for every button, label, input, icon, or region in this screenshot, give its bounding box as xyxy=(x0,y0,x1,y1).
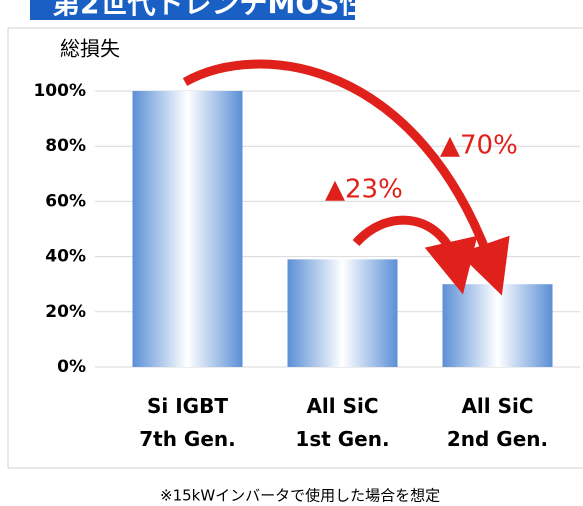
bar xyxy=(287,259,398,367)
y-axis-label: 総損失 xyxy=(60,37,120,61)
x-tick-line: All SiC xyxy=(461,394,533,418)
annotation: ▲70% xyxy=(440,131,518,161)
annotation: ▲23% xyxy=(325,175,403,205)
arrow xyxy=(182,59,510,296)
y-tick-label: 100% xyxy=(33,81,86,101)
x-tick-line: 1st Gen. xyxy=(295,427,389,451)
x-tick-line: All SiC xyxy=(306,394,378,418)
x-tick-label: All SiC 1st Gen. xyxy=(295,394,389,451)
x-tick-label: All SiC 2nd Gen. xyxy=(447,394,548,451)
y-tick-label: 20% xyxy=(45,302,86,322)
header-banner xyxy=(30,0,355,20)
y-tick-label: 0% xyxy=(57,357,86,377)
x-tick-label: Si IGBT 7th Gen. xyxy=(139,394,236,451)
bar xyxy=(132,91,243,367)
y-tick-label: 60% xyxy=(45,191,86,211)
footnote: ※15kWインバータで使用した場合を想定 xyxy=(160,487,440,505)
x-tick-line: 7th Gen. xyxy=(139,427,236,451)
x-tick-line: 2nd Gen. xyxy=(447,427,548,451)
header-title: 第2世代トレンチMOS性能 xyxy=(52,0,395,20)
arrow xyxy=(352,215,478,295)
y-tick-label: 80% xyxy=(45,136,86,156)
x-tick-line: Si IGBT xyxy=(147,394,228,418)
bar xyxy=(442,284,553,367)
y-tick-label: 40% xyxy=(45,247,86,267)
